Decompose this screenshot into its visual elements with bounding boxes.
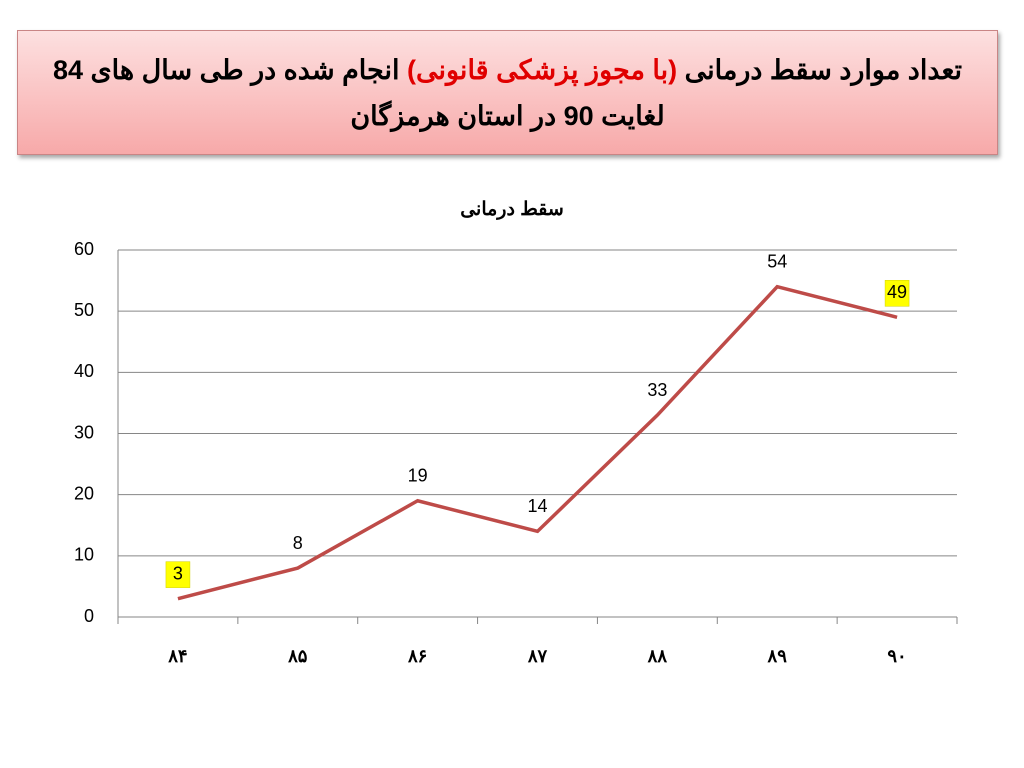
x-tick-label: ۸۶ [407,646,427,666]
title-part: انجام شده در طی سال های 84 لغایت 90 در ا… [52,54,665,131]
value-label: 33 [647,380,667,400]
value-label: 54 [767,251,787,271]
y-tick-label: 50 [74,300,94,320]
y-tick-label: 60 [74,239,94,259]
y-tick-label: 40 [74,361,94,381]
x-tick-label: ۸۹ [767,646,788,666]
y-tick-label: 0 [84,606,94,626]
value-label: 49 [887,282,907,302]
line [177,284,898,601]
y-tick-label: 30 [74,422,94,442]
title-part: (با مجوز پزشکی قانونی) [406,54,678,85]
title-part: تعداد موارد سقط درمانی [677,54,963,85]
y-tick-label: 20 [74,483,94,503]
value-label: 19 [408,466,428,486]
x-tick-label: ۸۸ [647,646,668,666]
x-tick-label: ۸۴ [167,646,187,666]
label-highlight [884,280,910,307]
slide-title: تعداد موارد سقط درمانی (با مجوز پزشکی قا… [18,47,997,139]
x-tick-label: ۸۵ [287,646,308,666]
value-label: 3 [173,563,183,583]
x-tick-label: ۹۰ [887,646,906,666]
x-tick-label: ۸۷ [527,646,548,666]
value-label: 8 [293,533,303,553]
chart-title: سقط درمانی [460,199,564,220]
value-label: 14 [527,496,547,516]
y-tick-label: 10 [74,545,94,565]
label-highlight [165,561,191,588]
title-box: تعداد موارد سقط درمانی (با مجوز پزشکی قا… [17,30,998,155]
